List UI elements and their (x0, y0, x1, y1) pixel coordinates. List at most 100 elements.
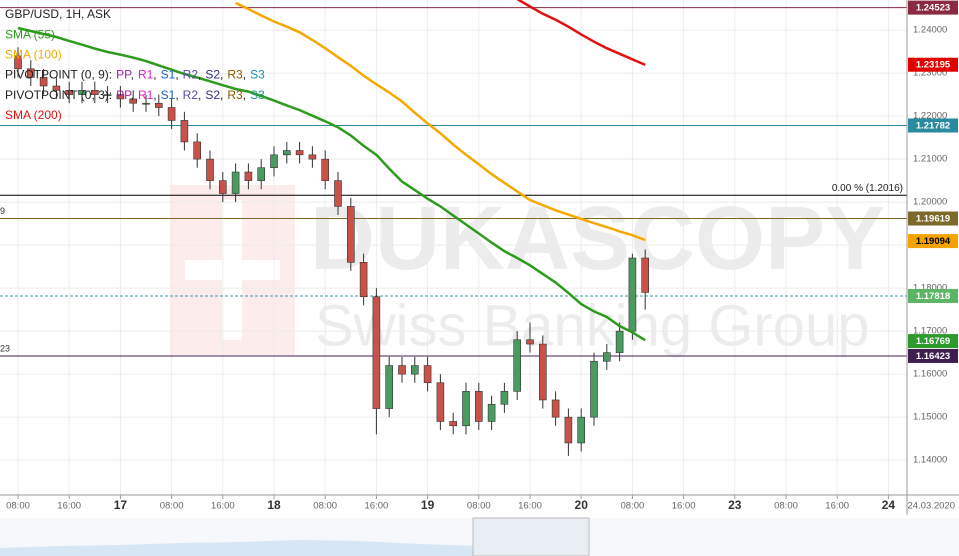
x-tick-label: 08:00 (160, 501, 184, 512)
y-tick-label: 1.18000 (913, 283, 947, 294)
price-label: 1.19094 (916, 236, 951, 247)
indicator-part: R1 (138, 68, 154, 82)
indicator-part: S3 (250, 68, 265, 82)
candle-body (39, 77, 48, 87)
candle-body (513, 339, 522, 392)
price-label-box (908, 0, 958, 15)
x-tick-label: 19 (421, 498, 435, 512)
candle-body (308, 154, 317, 160)
x-tick-label: 16:00 (825, 501, 849, 512)
candle-body (372, 296, 381, 409)
indicator-separator: , (198, 88, 201, 102)
price-label: 1.19619 (916, 214, 950, 225)
candle-body (91, 90, 99, 95)
x-tick-label: 18 (267, 498, 281, 512)
indicator-separator: , (220, 68, 223, 82)
price-label: 1.24523 (916, 3, 950, 14)
sma-line (17, 26, 646, 342)
indicator-part: S2 (205, 88, 220, 102)
legend-entry: SMA (55) (5, 27, 55, 41)
candle-body (385, 365, 394, 409)
legend-entry: SMA (200) (5, 108, 62, 122)
x-tick-label: 16:00 (518, 501, 542, 512)
candle-body (577, 416, 586, 444)
watermark-brand: DUKASCOPY (310, 189, 885, 289)
indicator-name: PIVOTPOINT (0, 3): (5, 88, 112, 102)
candle-body (167, 107, 176, 121)
logo-cross (222, 200, 242, 340)
candle-body (155, 102, 163, 108)
candle-body (462, 391, 470, 427)
candle-body (129, 98, 137, 104)
x-tick-label: 17 (114, 498, 128, 512)
x-tick-label: 24 (882, 498, 896, 512)
indicator-part: R3 (227, 68, 243, 82)
price-label-box (908, 348, 958, 363)
indicator-part: R1 (138, 88, 154, 102)
candle-body (193, 141, 201, 160)
candle-body (615, 330, 624, 353)
price-label-box (908, 334, 958, 349)
candle-body (295, 150, 304, 156)
indicator-separator: , (175, 88, 178, 102)
legend-entry: PIVOTPOINT (0, 3): PP, R1, S1, R2, S2, R3, S3 (5, 88, 265, 102)
x-tick-label: 16:00 (365, 501, 389, 512)
price-label-box (908, 288, 958, 303)
price-label: 1.16769 (916, 336, 950, 347)
indicator-separator: , (153, 88, 156, 102)
y-tick-label: 1.23000 (913, 68, 947, 79)
candle-body (423, 365, 432, 384)
indicator-separator: , (243, 88, 246, 102)
indicator-separator: , (131, 68, 134, 82)
level-annotation: 0.00 % (1.2016) (832, 183, 903, 194)
y-tick-label: 1.15000 (913, 412, 947, 423)
y-tick-label: 1.21000 (913, 154, 947, 165)
indicator-part: R2 (183, 68, 199, 82)
indicator-separator: , (153, 68, 156, 82)
legend-entry: SMA (100) (5, 48, 62, 62)
candle-body (474, 391, 483, 422)
candle-body (410, 365, 419, 375)
candle-body (219, 180, 227, 194)
logo-cross (185, 260, 280, 280)
candle-body (538, 343, 547, 401)
candle-body (65, 90, 73, 95)
y-tick-label: 1.14000 (913, 455, 947, 466)
candle-body (231, 171, 240, 194)
candle-body (628, 257, 637, 332)
candle-body (551, 399, 560, 418)
candle-body (602, 352, 611, 362)
y-tick-label: 1.24000 (913, 25, 947, 36)
candle-body (206, 158, 214, 181)
candle-body (334, 180, 342, 207)
candle-body (449, 421, 458, 427)
y-tick-label: 1.17000 (913, 326, 947, 337)
y-tick-label: 1.16000 (913, 369, 947, 380)
x-tick-label: 08:00 (313, 501, 337, 512)
x-tick-label: 16:00 (672, 501, 696, 512)
candle-body (641, 257, 650, 293)
indicator-separator: , (220, 88, 223, 102)
price-label-box (908, 211, 958, 226)
candle-body (244, 171, 253, 181)
candle-body (14, 55, 22, 70)
indicator-separator: , (175, 68, 178, 82)
price-label-box (908, 57, 958, 72)
candle-body (487, 403, 496, 422)
sma-line (235, 1, 646, 242)
candle-body (590, 360, 598, 418)
candle-body (564, 416, 573, 444)
indicator-part: R3 (227, 88, 243, 102)
indicator-separator: , (198, 68, 201, 82)
indicator-name: PIVOTPOINT (0, 9): (5, 68, 112, 82)
price-label: 1.16423 (916, 351, 950, 362)
candle-body (398, 365, 406, 375)
y-tick-label: 1.20000 (913, 197, 947, 208)
navigator-area (0, 540, 553, 556)
indicator-part: S2 (205, 68, 220, 82)
navigator-window[interactable] (472, 517, 590, 556)
candle-body (346, 206, 355, 263)
